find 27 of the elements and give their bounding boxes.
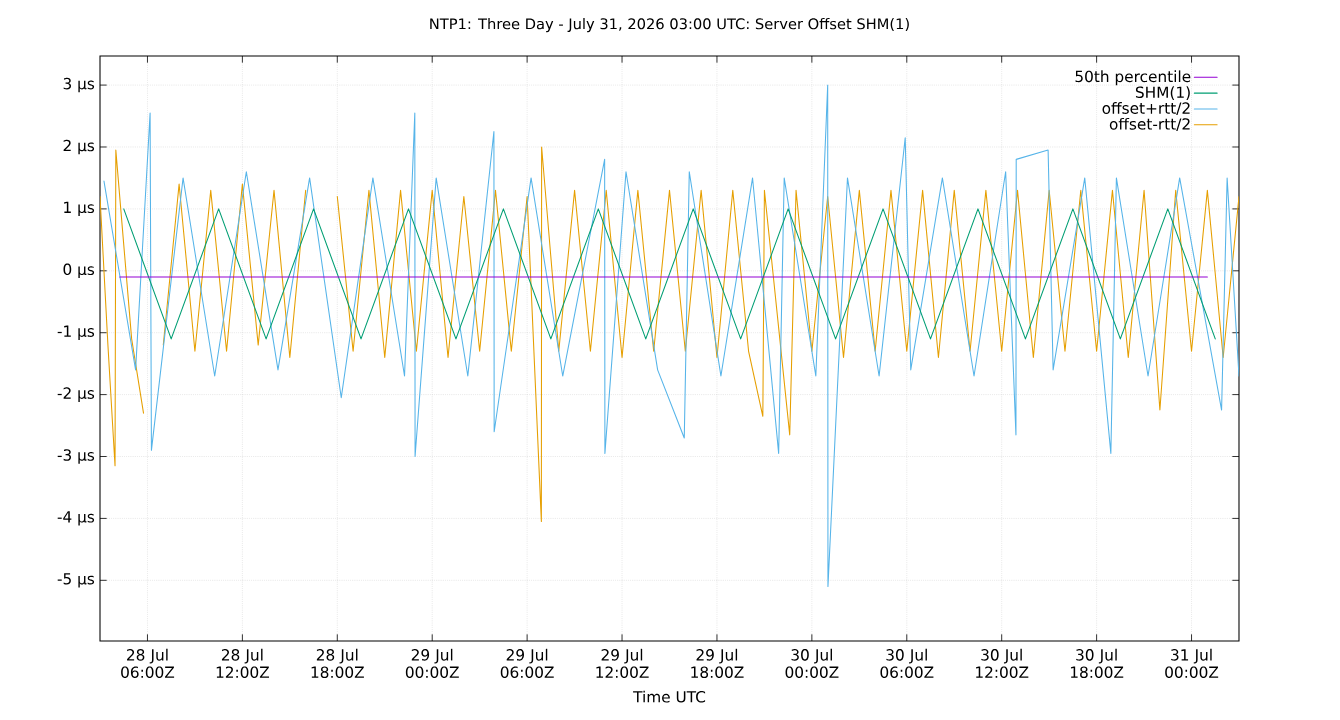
y-tick-label: 0 µs bbox=[63, 263, 95, 279]
y-tick-label: -4 µs bbox=[57, 511, 95, 526]
x-tick-label: 28 Jul 06:00Z bbox=[121, 648, 175, 678]
y-tick-label: -2 µs bbox=[57, 387, 95, 402]
x-tick-label: 29 Jul 18:00Z bbox=[691, 648, 744, 678]
y-tick-label: -1 µs bbox=[57, 325, 95, 340]
x-tick-label: 30 Jul 06:00Z bbox=[880, 648, 934, 678]
y-tick-label: 2 µs bbox=[63, 139, 95, 155]
y-tick-label: -5 µs bbox=[57, 573, 95, 588]
x-tick-label: 31 Jul 00:00Z bbox=[1165, 648, 1219, 678]
x-tick-label: 30 Jul 18:00Z bbox=[1070, 648, 1124, 678]
x-tick-label: 30 Jul 12:00Z bbox=[976, 648, 1029, 678]
x-tick-label: 28 Jul 12:00Z bbox=[216, 648, 270, 678]
y-tick-label: 1 µs bbox=[64, 201, 95, 217]
y-tick-label: 3 µs bbox=[63, 77, 95, 93]
x-axis-title: Time UTC bbox=[633, 690, 706, 703]
x-tick-label: 30 Jul 00:00Z bbox=[785, 648, 839, 678]
x-tick-label: 29 Jul 06:00Z bbox=[500, 648, 554, 678]
legend-label: offset-rtt/2 bbox=[1109, 117, 1190, 131]
x-tick-label: 28 Jul 18:00Z bbox=[311, 648, 364, 678]
x-tick-label: 29 Jul 00:00Z bbox=[405, 648, 459, 678]
legend-label: SHM(1) bbox=[1135, 86, 1190, 100]
legend-label: offset+rtt/2 bbox=[1102, 102, 1190, 116]
y-tick-label: -3 µs bbox=[57, 449, 95, 464]
chart-title: NTP1: Three Day - July 31, 2026 03:00 UTC: Server Offset SHM(1) bbox=[430, 17, 909, 33]
legend-label: 50th percentile bbox=[1075, 70, 1191, 86]
x-tick-label: 29 Jul 12:00Z bbox=[596, 648, 649, 678]
